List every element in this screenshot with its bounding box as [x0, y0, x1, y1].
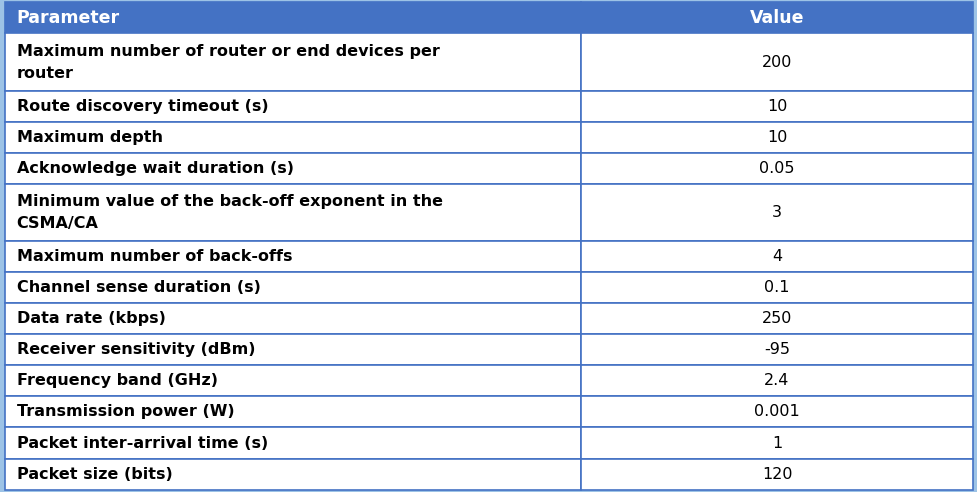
- Bar: [580, 2, 972, 33]
- Bar: [5, 273, 580, 304]
- Text: 120: 120: [761, 466, 791, 482]
- Bar: [5, 153, 580, 184]
- Text: 10: 10: [766, 130, 786, 145]
- Bar: [580, 397, 972, 428]
- Bar: [5, 33, 580, 91]
- Text: Parameter: Parameter: [17, 9, 119, 27]
- Text: 4: 4: [771, 249, 782, 264]
- Text: 1: 1: [771, 435, 782, 451]
- Bar: [580, 459, 972, 490]
- Text: Packet inter-arrival time (s): Packet inter-arrival time (s): [17, 435, 268, 451]
- Text: Receiver sensitivity (dBm): Receiver sensitivity (dBm): [17, 342, 255, 357]
- Text: Maximum number of back-offs: Maximum number of back-offs: [17, 249, 292, 264]
- Bar: [5, 304, 580, 335]
- Text: 2.4: 2.4: [764, 373, 788, 389]
- Bar: [580, 153, 972, 184]
- Text: router: router: [17, 65, 73, 81]
- Bar: [580, 242, 972, 273]
- Text: Frequency band (GHz): Frequency band (GHz): [17, 373, 218, 389]
- Bar: [580, 273, 972, 304]
- Bar: [580, 33, 972, 91]
- Text: Acknowledge wait duration (s): Acknowledge wait duration (s): [17, 161, 293, 176]
- Text: CSMA/CA: CSMA/CA: [17, 216, 99, 231]
- Text: Data rate (kbps): Data rate (kbps): [17, 311, 165, 326]
- Text: 0.05: 0.05: [758, 161, 794, 176]
- Text: 0.001: 0.001: [753, 404, 799, 420]
- Bar: [5, 2, 580, 33]
- Text: -95: -95: [763, 342, 789, 357]
- Bar: [580, 428, 972, 459]
- Bar: [580, 184, 972, 242]
- Bar: [580, 366, 972, 397]
- Bar: [5, 335, 580, 366]
- Bar: [580, 122, 972, 153]
- Text: Transmission power (W): Transmission power (W): [17, 404, 234, 420]
- Text: 200: 200: [761, 55, 791, 70]
- Text: Maximum number of router or end devices per: Maximum number of router or end devices …: [17, 44, 439, 59]
- Bar: [5, 242, 580, 273]
- Bar: [5, 428, 580, 459]
- Bar: [5, 366, 580, 397]
- Text: Maximum depth: Maximum depth: [17, 130, 162, 145]
- Bar: [580, 91, 972, 122]
- Text: Value: Value: [749, 9, 803, 27]
- Bar: [580, 335, 972, 366]
- Text: 10: 10: [766, 99, 786, 114]
- Text: 0.1: 0.1: [763, 280, 789, 295]
- Bar: [580, 304, 972, 335]
- Text: Minimum value of the back-off exponent in the: Minimum value of the back-off exponent i…: [17, 194, 443, 209]
- Bar: [5, 459, 580, 490]
- Text: 250: 250: [761, 311, 791, 326]
- Text: Route discovery timeout (s): Route discovery timeout (s): [17, 99, 268, 114]
- Text: Channel sense duration (s): Channel sense duration (s): [17, 280, 260, 295]
- Text: 3: 3: [771, 205, 782, 220]
- Bar: [5, 397, 580, 428]
- Text: Packet size (bits): Packet size (bits): [17, 466, 172, 482]
- Bar: [5, 184, 580, 242]
- Bar: [5, 91, 580, 122]
- Bar: [5, 122, 580, 153]
